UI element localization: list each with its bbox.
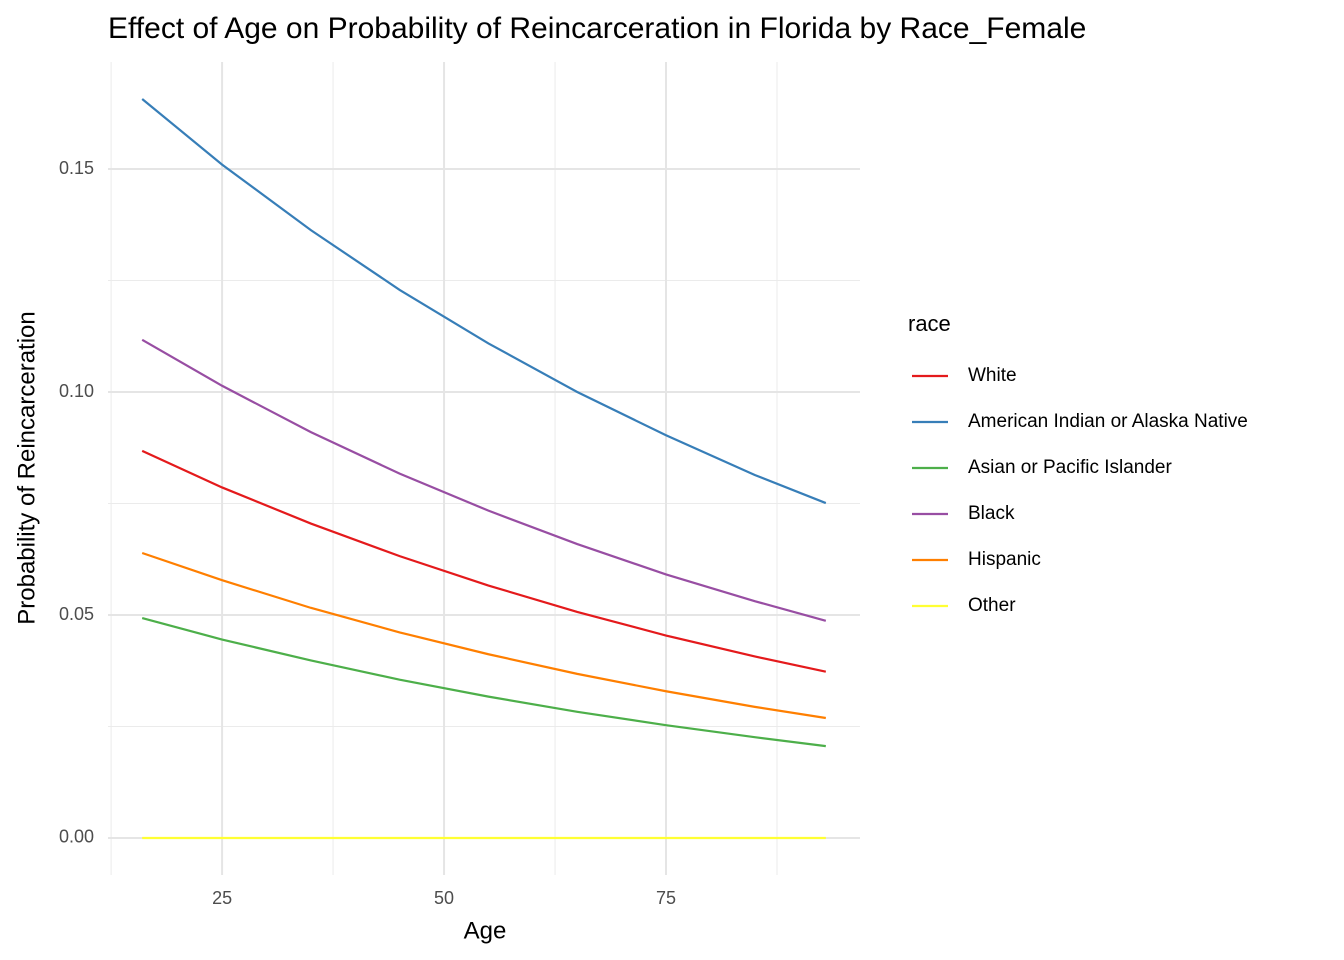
x-tick-label: 50 [434,888,454,908]
y-tick-label: 0.15 [59,158,94,178]
y-axis-label: Probability of Reincarceration [13,311,40,625]
legend-label: Hispanic [968,549,1041,570]
x-tick-label: 75 [656,888,676,908]
series-line [141,338,827,622]
y-tick-label: 0.05 [59,604,94,624]
y-tick-label: 0.10 [59,381,94,401]
series-line [141,617,826,748]
x-axis-label: Age [464,917,507,944]
series-line [141,449,827,673]
series-line [141,551,826,720]
y-tick-label: 0.00 [59,827,94,847]
x-tick-label: 25 [212,888,232,908]
legend-label: American Indian or Alaska Native [968,411,1248,432]
legend-label: Asian or Pacific Islander [968,457,1172,478]
legend-title: race [908,311,951,336]
legend-label: White [968,365,1017,386]
legend-label: Other [968,595,1016,616]
chart-title: Effect of Age on Probability of Reincarc… [108,12,1086,45]
series-line [141,98,827,505]
legend-label: Black [968,503,1015,524]
